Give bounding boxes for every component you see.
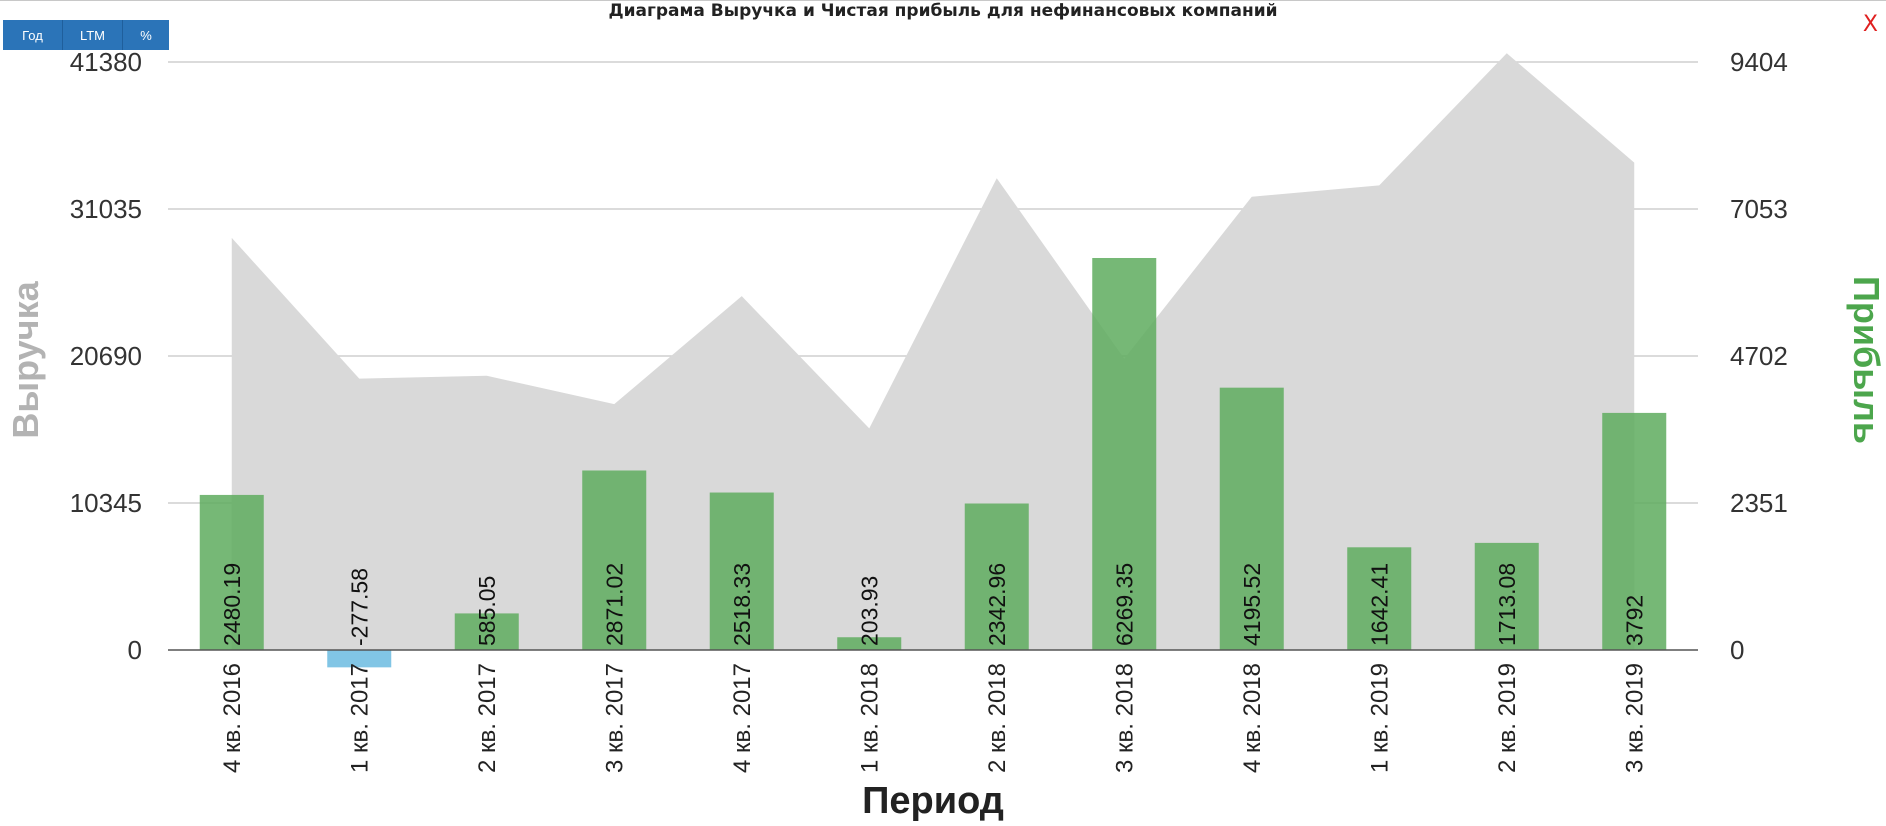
y-left-tick-label: 41380 <box>70 47 142 77</box>
data-labels: 2480.19 -277.58 585.05 2871.02 2518.33 203.93… <box>219 563 1648 646</box>
profit-bar <box>327 650 392 668</box>
y-left-tick-label: 31035 <box>70 194 142 224</box>
data-label: 2342.96 <box>984 563 1010 646</box>
profit-bar <box>964 503 1029 650</box>
period-toggle: Год LTM % <box>3 20 169 50</box>
axes: 4 кв. 2016 1 кв. 2017 2 кв. 2017 3 кв. 2017… <box>70 47 1788 773</box>
revenue-area <box>231 53 1635 651</box>
data-label: 3792 <box>1621 595 1647 646</box>
data-label: -277.58 <box>346 568 372 646</box>
profit-bar <box>1602 412 1667 650</box>
x-tick-label: 3 кв. 2017 <box>601 663 628 773</box>
x-tick-label: 1 кв. 2017 <box>346 663 373 773</box>
y-left-tick-label: 10345 <box>70 488 142 518</box>
x-tick-label: 4 кв. 2016 <box>219 663 246 773</box>
profit-bar <box>454 613 519 650</box>
x-tick-label: 4 кв. 2017 <box>729 663 756 773</box>
y-right-tick-label: 4702 <box>1730 341 1788 371</box>
y-left-tick-label: 0 <box>128 635 142 665</box>
x-tick-label: 3 кв. 2019 <box>1621 663 1648 773</box>
chart-title: Диаграма Выручка и Чистая прибыль для не… <box>608 1 1278 21</box>
x-tick-label: 2 кв. 2018 <box>984 663 1011 773</box>
profit-bar <box>199 494 264 650</box>
revenue-area-series <box>231 53 1635 651</box>
profit-bar <box>1219 387 1284 650</box>
data-label: 6269.35 <box>1111 563 1137 646</box>
profit-bar <box>837 637 902 650</box>
x-tick-label: 2 кв. 2019 <box>1494 663 1521 773</box>
y-left-tick-label: 20690 <box>70 341 142 371</box>
x-tick-label: 4 кв. 2018 <box>1239 663 1266 773</box>
y-right-tick-label: 2351 <box>1730 488 1788 518</box>
y-right-tick-label: 0 <box>1730 635 1744 665</box>
profit-bar <box>1474 542 1539 650</box>
y-right-axis-title: Прибыль <box>1846 276 1886 444</box>
profit-bar <box>582 470 647 650</box>
x-tick-label: 1 кв. 2018 <box>856 663 883 773</box>
y-right-tick-label: 9404 <box>1730 47 1788 77</box>
profit-bar <box>709 492 774 650</box>
data-label: 2518.33 <box>729 563 755 646</box>
x-tick-label: 1 кв. 2019 <box>1366 663 1393 773</box>
percent-button[interactable]: % <box>123 20 169 50</box>
x-tick-label: 2 кв. 2017 <box>474 663 501 773</box>
data-label: 2480.19 <box>219 563 245 646</box>
data-label: 4195.52 <box>1239 563 1265 646</box>
data-label: 1713.08 <box>1494 563 1520 646</box>
close-icon[interactable]: X <box>1862 12 1878 37</box>
data-label: 2871.02 <box>601 563 627 646</box>
x-axis-title: Период <box>862 780 1004 822</box>
profit-bar <box>1092 257 1157 650</box>
top-border <box>0 0 1886 1</box>
y-left-axis-title: Выручка <box>5 280 46 438</box>
y-right-tick-label: 7053 <box>1730 194 1788 224</box>
data-label: 1642.41 <box>1366 563 1392 646</box>
profit-bar-series <box>199 257 1667 668</box>
data-label: 585.05 <box>474 576 500 646</box>
x-tick-label: 3 кв. 2018 <box>1111 663 1138 773</box>
ltm-button[interactable]: LTM <box>63 20 123 50</box>
profit-bar <box>1347 547 1412 650</box>
data-label: 203.93 <box>856 576 882 646</box>
year-button[interactable]: Год <box>3 20 63 50</box>
